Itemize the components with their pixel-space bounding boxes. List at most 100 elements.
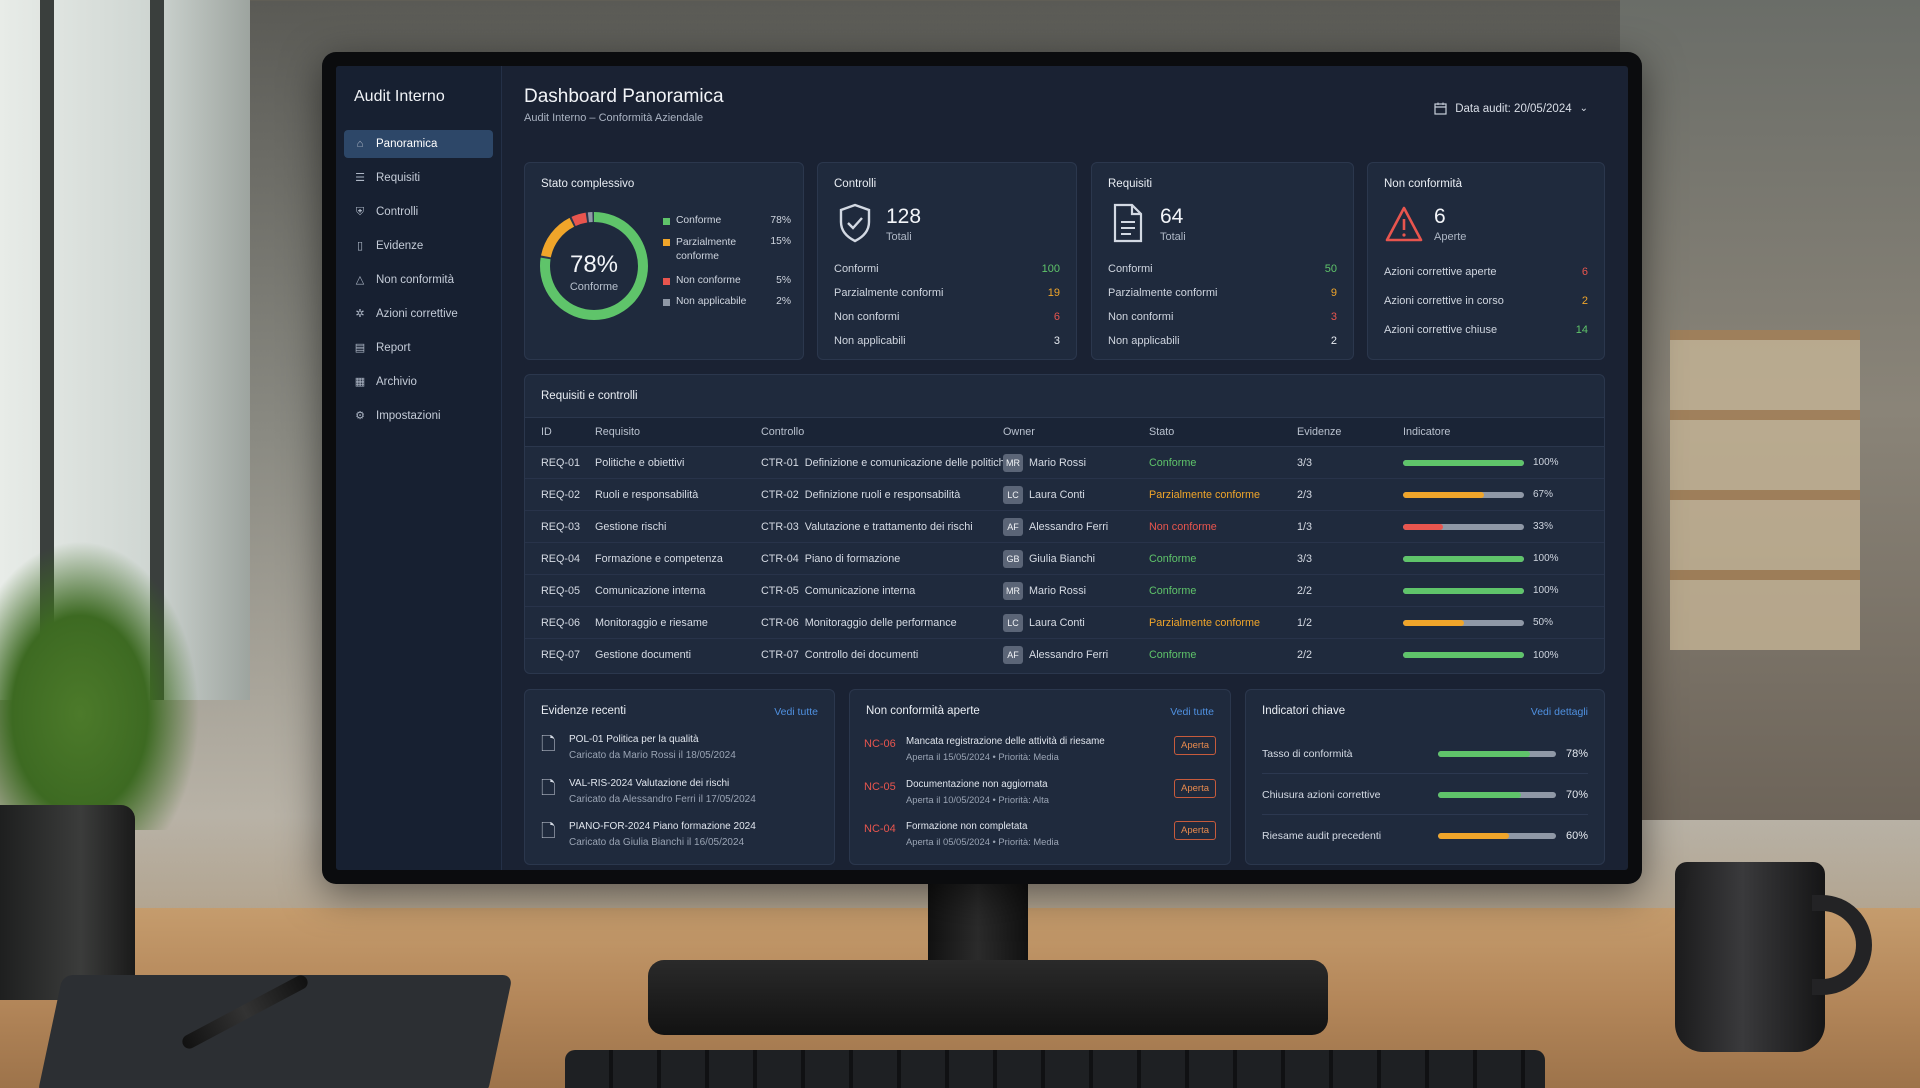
calendar-icon bbox=[1434, 102, 1447, 115]
cell-requisito: Formazione e competenza bbox=[595, 552, 723, 565]
evidence-item[interactable]: 🗋 POL-01 Politica per la qualità Caricato… bbox=[541, 734, 736, 761]
progress-percent: 50% bbox=[1533, 617, 1554, 628]
avatar: LC bbox=[1003, 613, 1023, 632]
cell-id: REQ-02 bbox=[541, 488, 581, 501]
requisiti-breakdown: Conformi 50 Parzialmente conformi 9 Non co… bbox=[1108, 257, 1337, 353]
cell-requisito: Gestione documenti bbox=[595, 649, 692, 661]
table-row[interactable]: REQ-01 Politiche e obiettivi CTR-01 Defini… bbox=[525, 447, 1604, 479]
progress-bar bbox=[1403, 587, 1524, 594]
column-header[interactable]: Indicatore bbox=[1403, 426, 1451, 438]
table-row[interactable]: REQ-07 Gestione documenti CTR-07 Controllo… bbox=[525, 639, 1604, 671]
status-badge[interactable]: Aperta bbox=[1174, 736, 1216, 755]
progress-bar bbox=[1403, 619, 1524, 626]
sidebar-item-requisiti[interactable]: ☰ Requisiti bbox=[344, 164, 493, 192]
keyboard bbox=[565, 1050, 1545, 1088]
sidebar-item-non-conformita[interactable]: △ Non conformità bbox=[344, 266, 493, 294]
evidence-item[interactable]: 🗋 VAL-RIS-2024 Valutazione dei rischi Car… bbox=[541, 778, 756, 805]
sidebar-item-controlli[interactable]: ⛨ Controlli bbox=[344, 198, 493, 226]
table-row[interactable]: REQ-04 Formazione e competenza CTR-04 Pian… bbox=[525, 543, 1604, 575]
sidebar-item-label: Evidenze bbox=[376, 240, 424, 252]
cell-stato: Conforme bbox=[1149, 456, 1197, 469]
indicator-percent: 78% bbox=[1565, 747, 1588, 760]
sidebar-item-impostazioni[interactable]: ⚙ Impostazioni bbox=[344, 402, 493, 430]
sidebar: Audit Interno ⌂ Panoramica ☰ Requisiti ⛨… bbox=[336, 66, 502, 870]
avatar: MR bbox=[1003, 581, 1023, 600]
card-title: Evidenze recenti bbox=[541, 705, 627, 717]
column-header[interactable]: ID bbox=[541, 426, 552, 438]
table-header: ID Requisito Controllo Owner Stato Evide… bbox=[525, 417, 1604, 447]
progress-percent: 33% bbox=[1533, 521, 1554, 532]
cell-evidenze: 1/3 bbox=[1297, 520, 1313, 533]
column-header[interactable]: Owner bbox=[1003, 426, 1035, 438]
vedi-tutte-evidenze-link[interactable]: Vedi tutte bbox=[774, 706, 818, 718]
card-title: Non conformità bbox=[1384, 178, 1462, 190]
cell-evidenze: 2/2 bbox=[1297, 584, 1313, 597]
cell-stato: Non conforme bbox=[1149, 520, 1217, 533]
indicator-label: Chiusura azioni correttive bbox=[1262, 788, 1381, 801]
card-title: Non conformità aperte bbox=[866, 705, 980, 717]
progress-fill bbox=[1403, 491, 1485, 498]
home-icon: ⌂ bbox=[356, 138, 364, 150]
card-non-conformita: Non conformità 6 Aperte Azioni correttiv… bbox=[1367, 162, 1605, 360]
nc-item[interactable]: NC-04 Formazione non completata Aperta il… bbox=[864, 821, 1216, 847]
indicator-percent: 60% bbox=[1565, 830, 1588, 842]
owner-name: Laura Conti bbox=[1029, 616, 1085, 629]
owner-name: Giulia Bianchi bbox=[1029, 552, 1096, 565]
kv-row: Non conformi 3 bbox=[1108, 311, 1337, 323]
plant bbox=[0, 540, 200, 830]
cell-controllo: CTR-03 Valutazione e trattamento dei ris… bbox=[761, 520, 973, 533]
table-row[interactable]: REQ-02 Ruoli e responsabilità CTR-02 Defin… bbox=[525, 479, 1604, 511]
owner-name: Alessandro Ferri bbox=[1029, 649, 1109, 661]
progress-fill bbox=[1403, 459, 1524, 466]
vedi-dettagli-link[interactable]: Vedi dettagli bbox=[1530, 706, 1588, 718]
controlli-total: 128 bbox=[886, 205, 922, 228]
vedi-tutte-nc-link[interactable]: Vedi tutte bbox=[1170, 706, 1214, 718]
sidebar-item-label: Requisiti bbox=[376, 172, 421, 184]
sidebar-item-report[interactable]: ▤ Report bbox=[344, 334, 493, 362]
archive-icon: ▦ bbox=[354, 376, 366, 388]
nc-item[interactable]: NC-06 Mancata registrazione delle attivi… bbox=[864, 736, 1216, 762]
audit-date-selector[interactable]: Data audit: 20/05/2024 ⌄ bbox=[1434, 102, 1588, 115]
avatar: AF bbox=[1003, 517, 1023, 536]
key-indicator-row: Chiusura azioni correttive 70% bbox=[1262, 775, 1588, 815]
sidebar-item-panoramica[interactable]: ⌂ Panoramica bbox=[344, 130, 493, 158]
column-header[interactable]: Requisito bbox=[595, 426, 641, 438]
plant-pot bbox=[0, 805, 135, 1000]
status-badge[interactable]: Aperta bbox=[1174, 821, 1216, 840]
legend-item: Non conforme 5% bbox=[663, 275, 791, 286]
table-row[interactable]: REQ-03 Gestione rischi CTR-03 Valutazione … bbox=[525, 511, 1604, 543]
progress-percent: 100% bbox=[1533, 553, 1559, 564]
controlli-breakdown: Conformi 100 Parzialmente conformi 19 Non … bbox=[834, 257, 1060, 353]
progress-bar bbox=[1403, 652, 1524, 658]
card-title: Stato complessivo bbox=[541, 178, 635, 190]
indicator-bar bbox=[1437, 750, 1556, 757]
cell-controllo: CTR-01 Definizione e comunicazione delle… bbox=[761, 456, 1003, 469]
cell-controllo: CTR-06 Monitoraggio delle performance bbox=[761, 616, 957, 629]
column-header[interactable]: Stato bbox=[1149, 426, 1175, 438]
sidebar-item-label: Azioni correttive bbox=[376, 308, 458, 320]
table-row[interactable]: REQ-06 Monitoraggio e riesame CTR-06 Monit… bbox=[525, 607, 1604, 639]
requisiti-total: 64 bbox=[1160, 205, 1184, 228]
cell-requisito: Politiche e obiettivi bbox=[595, 456, 685, 469]
sidebar-item-azioni-correttive[interactable]: ✲ Azioni correttive bbox=[344, 300, 493, 328]
gears-icon: ✲ bbox=[355, 308, 365, 320]
indicator-percent: 70% bbox=[1565, 788, 1588, 801]
sidebar-item-archivio[interactable]: ▦ Archivio bbox=[344, 368, 493, 396]
evidence-item[interactable]: 🗋 PIANO-FOR-2024 Piano formazione 2024 Ca… bbox=[541, 821, 756, 848]
sidebar-item-label: Archivio bbox=[376, 376, 417, 388]
kv-row: Parzialmente conformi 9 bbox=[1108, 287, 1337, 299]
indicator-label: Tasso di conformità bbox=[1262, 747, 1353, 760]
card-non-conformita-aperte: Non conformità aperte Vedi tutte NC-06 M… bbox=[849, 689, 1231, 865]
status-badge[interactable]: Aperta bbox=[1174, 779, 1216, 798]
kv-row: Azioni correttive aperte 6 bbox=[1384, 265, 1588, 278]
cell-evidenze: 2/2 bbox=[1297, 649, 1313, 661]
column-header[interactable]: Evidenze bbox=[1297, 426, 1342, 438]
table-row[interactable]: REQ-05 Comunicazione interna CTR-05 Comuni… bbox=[525, 575, 1604, 607]
indicator-fill bbox=[1437, 833, 1509, 839]
sidebar-item-evidenze[interactable]: ▯ Evidenze bbox=[344, 232, 493, 260]
nonconf-total: 6 bbox=[1434, 205, 1446, 228]
cell-id: REQ-01 bbox=[541, 456, 581, 469]
nc-item[interactable]: NC-05 Documentazione non aggiornata Apert… bbox=[864, 779, 1216, 805]
progress-fill bbox=[1403, 619, 1464, 626]
column-header[interactable]: Controllo bbox=[761, 426, 805, 438]
